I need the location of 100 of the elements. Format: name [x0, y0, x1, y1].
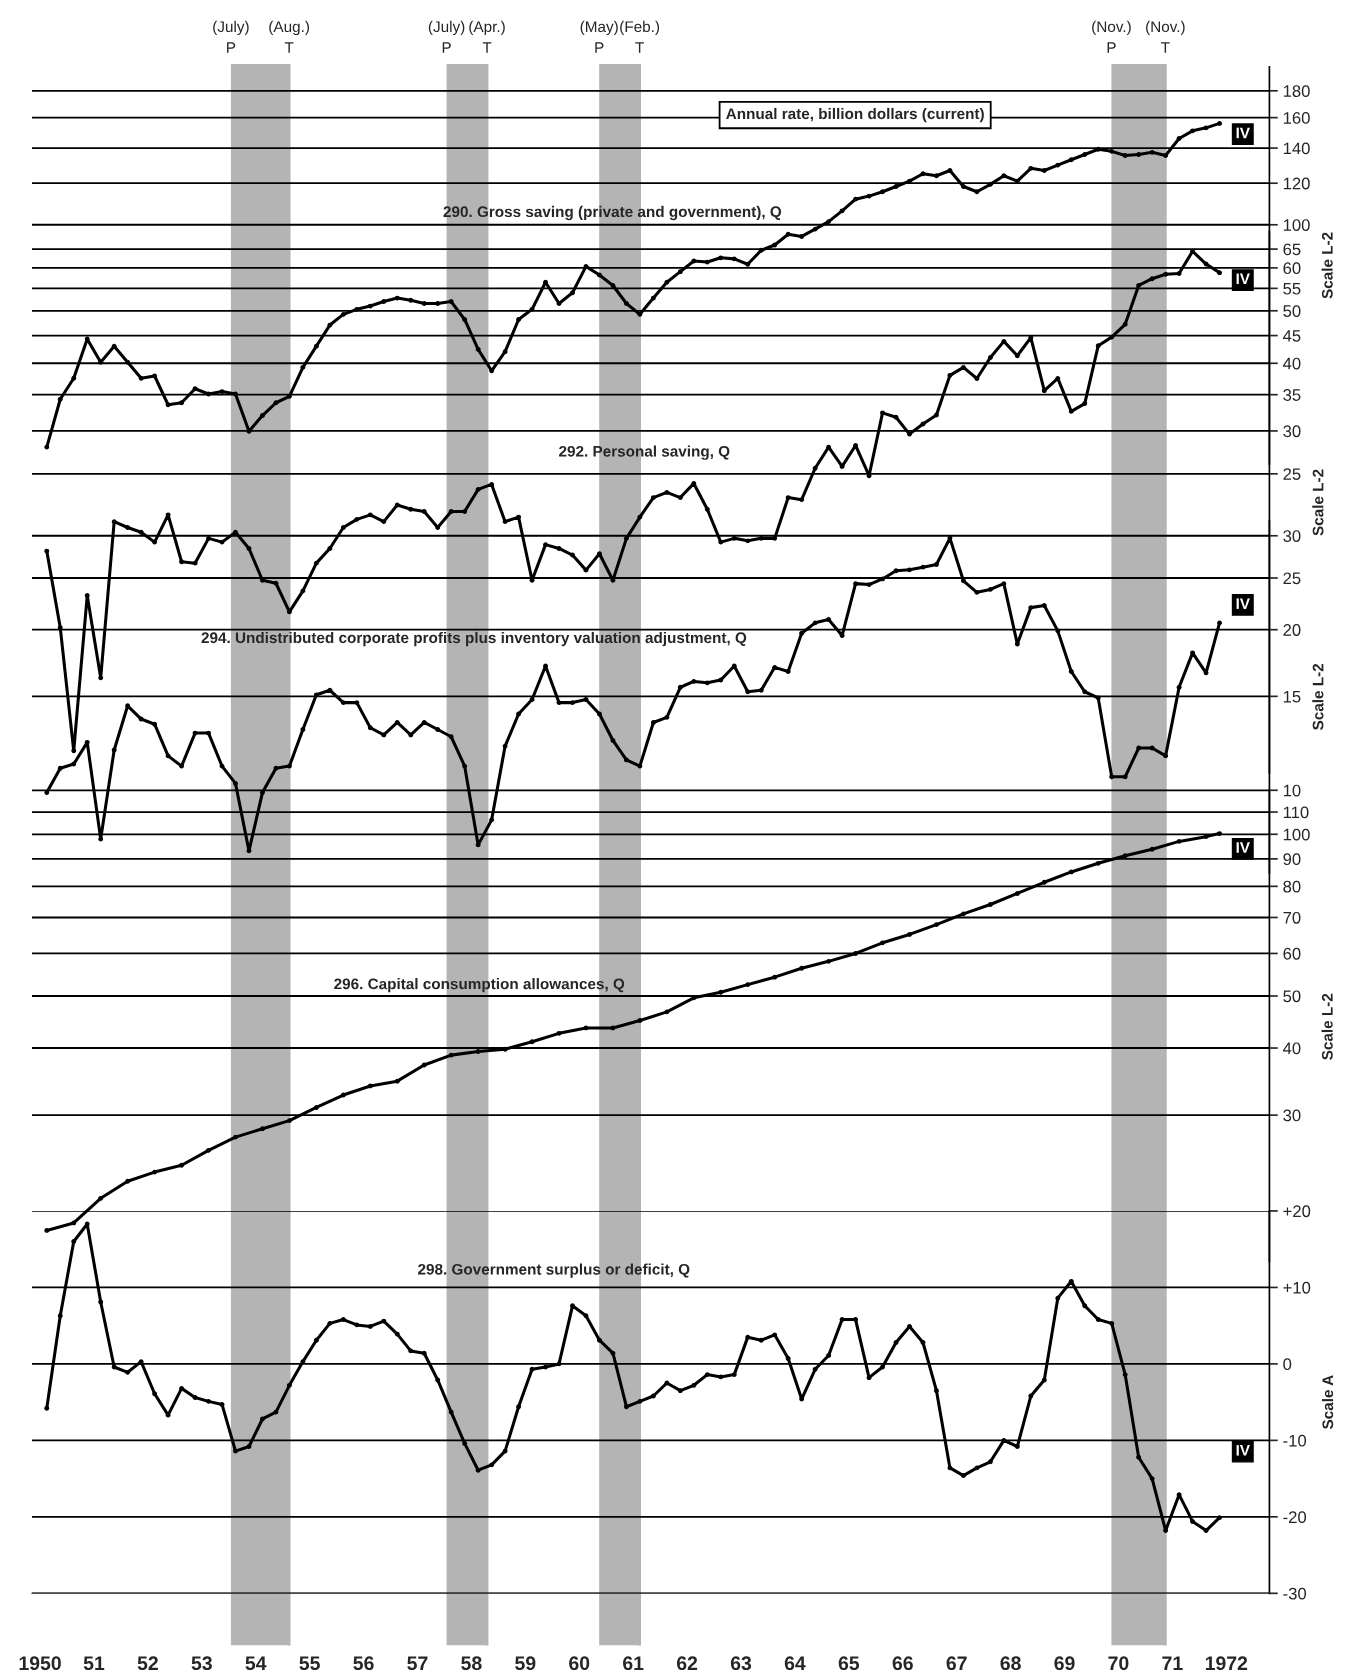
point	[1068, 869, 1074, 875]
annotation: IV	[1236, 842, 1250, 853]
y-tick-label: 90	[1283, 853, 1301, 866]
y-tick-label: -20	[1283, 1511, 1307, 1524]
x-tick-label: 62	[676, 1656, 698, 1670]
y-tick-label: 70	[1283, 911, 1301, 924]
y-tick-label: 55	[1283, 282, 1301, 295]
ref-line-label: (Feb.) T	[620, 20, 660, 53]
series-label: 294. Undistributed corporate profits plus inventory valuation adjustment, Q	[201, 631, 747, 647]
y-tick-label: 140	[1283, 142, 1310, 155]
point	[206, 1147, 211, 1153]
point	[745, 982, 751, 988]
annotation: IV	[1236, 598, 1250, 609]
point	[799, 965, 805, 971]
x-tick-label: 60	[569, 1656, 590, 1670]
y-tick-label: 80	[1283, 880, 1301, 893]
y-tick-label: 45	[1282, 330, 1301, 342]
y-axis-title: Scale L-2	[1321, 232, 1333, 299]
point	[987, 902, 993, 907]
band-label: (July) P	[213, 20, 249, 53]
y-tick-label: 10	[1283, 784, 1301, 797]
point	[907, 931, 912, 937]
point	[1149, 846, 1155, 852]
x-tick-label: 57	[407, 1656, 428, 1670]
y-tick-label: +10	[1283, 1281, 1311, 1294]
y-tick-label: 30	[1283, 530, 1301, 542]
y-tick-label: 100	[1283, 219, 1310, 231]
point	[179, 1162, 185, 1168]
x-tick-label: 65	[838, 1656, 860, 1670]
annotation: IV	[1236, 127, 1250, 139]
y-tick-label: 180	[1283, 85, 1310, 97]
y-tick-label: 65	[1283, 243, 1301, 256]
y-tick-label: 160	[1283, 112, 1310, 124]
y-tick-label: 25	[1283, 572, 1301, 585]
x-tick-label: 66	[892, 1656, 913, 1670]
y-tick-label: 50	[1283, 990, 1301, 1003]
y-tick-label: 50	[1283, 305, 1301, 317]
y-tick-label: 120	[1283, 177, 1310, 190]
annotation: IV	[1236, 273, 1250, 285]
text: 292. Personal saving, Q	[559, 445, 730, 460]
point	[125, 1178, 131, 1184]
point	[71, 1220, 77, 1226]
x-tick-label: 61	[623, 1656, 644, 1670]
text: 298. Government surplus or deficit, Q	[418, 1263, 690, 1278]
x-tick-label: 58	[461, 1656, 482, 1670]
ref-line-label: (Apr.) T	[469, 20, 505, 53]
point	[556, 1030, 562, 1036]
point	[529, 1039, 535, 1045]
y-tick-label: 30	[1283, 425, 1301, 438]
y-axis-title: Scale L-2	[1312, 663, 1324, 730]
band-label: (July) P	[428, 20, 465, 53]
point	[98, 1195, 104, 1201]
band-label: (May) P	[580, 20, 618, 53]
point	[260, 1126, 265, 1132]
y-tick-label: -30	[1283, 1587, 1307, 1600]
y-tick-label: 60	[1283, 262, 1301, 275]
point	[1122, 853, 1128, 859]
y-axis-title: Scale A	[1321, 1375, 1334, 1430]
x-tick-label: 71	[1162, 1656, 1183, 1670]
point	[367, 1083, 373, 1089]
x-tick-label: 68	[1000, 1656, 1021, 1670]
y-tick-label: 100	[1283, 828, 1310, 841]
x-tick-label: 63	[730, 1656, 752, 1670]
point	[718, 989, 724, 995]
series-label: 296. Capital consumption allowances, Q	[334, 978, 625, 993]
y-axis-title: Scale L-2	[1312, 469, 1324, 536]
point	[853, 951, 859, 956]
y-tick-label: 40	[1282, 1042, 1301, 1055]
y-tick-label: 60	[1283, 947, 1301, 960]
y-tick-label: 35	[1283, 389, 1301, 401]
point	[313, 1105, 319, 1110]
x-tick-label: 59	[515, 1656, 536, 1670]
point	[1217, 831, 1222, 837]
point	[880, 940, 885, 946]
y-tick-label: 30	[1283, 1109, 1301, 1122]
x-tick-label: 1950	[19, 1656, 61, 1670]
y-tick-label: +20	[1283, 1205, 1311, 1218]
point	[44, 1228, 50, 1233]
x-tick-label: 1972	[1205, 1656, 1248, 1670]
y-tick-label: 0	[1283, 1358, 1292, 1371]
x-tick-label: 52	[137, 1656, 158, 1670]
point	[934, 922, 939, 928]
y-axis-title: Scale L-2	[1321, 993, 1333, 1060]
x-tick-label: 54	[245, 1656, 267, 1670]
point	[340, 1092, 346, 1098]
x-tick-label: 64	[784, 1656, 806, 1670]
point	[421, 1062, 427, 1068]
ref-line-label: (Nov.) T	[1146, 20, 1185, 53]
x-tick-label: 67	[946, 1656, 967, 1670]
point	[960, 911, 966, 917]
series-label: 290. Gross saving (private and government), Q	[443, 205, 782, 221]
point	[1041, 879, 1047, 885]
annotation: IV	[1236, 1445, 1250, 1456]
y-tick-label: -10	[1283, 1434, 1307, 1447]
y-tick-label: 25	[1283, 468, 1301, 481]
x-tick-label: 56	[353, 1656, 374, 1670]
x-tick-label: 53	[191, 1656, 212, 1670]
x-tick-label: 51	[83, 1656, 105, 1670]
point	[772, 974, 778, 980]
point	[826, 958, 832, 964]
